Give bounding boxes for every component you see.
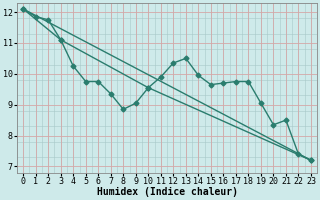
X-axis label: Humidex (Indice chaleur): Humidex (Indice chaleur) bbox=[97, 187, 237, 197]
